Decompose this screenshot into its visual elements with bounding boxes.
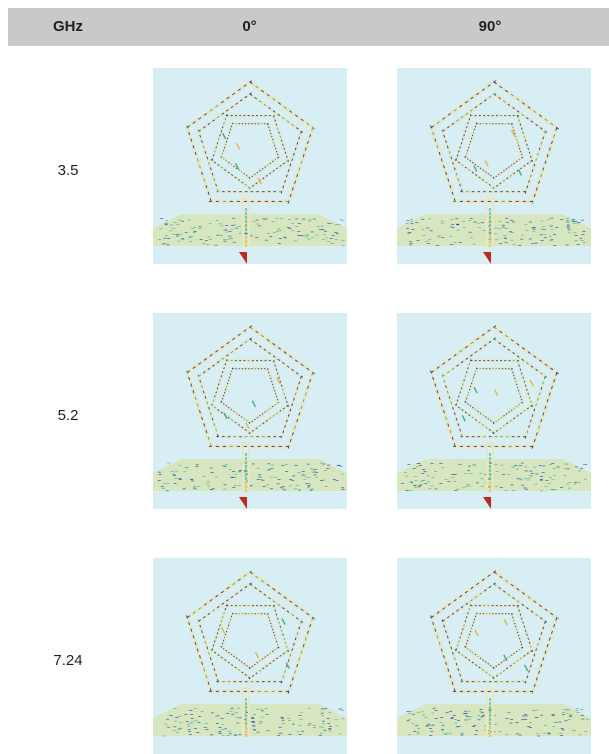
current-distribution-image	[153, 313, 347, 509]
frequency-label: 7.24	[8, 652, 128, 669]
frequency-label: 5.2	[8, 407, 128, 424]
table-header: GHz 0° 90°	[8, 8, 609, 46]
current-distribution-image	[153, 68, 347, 264]
current-distribution-image	[397, 313, 591, 509]
current-distribution-image	[153, 558, 347, 754]
header-angle-90: 90°	[371, 8, 609, 46]
header-angle-0: 0°	[128, 8, 371, 46]
current-distribution-image	[397, 558, 591, 754]
header-frequency: GHz	[8, 8, 128, 46]
frequency-label: 3.5	[8, 162, 128, 179]
current-distribution-image	[397, 68, 591, 264]
